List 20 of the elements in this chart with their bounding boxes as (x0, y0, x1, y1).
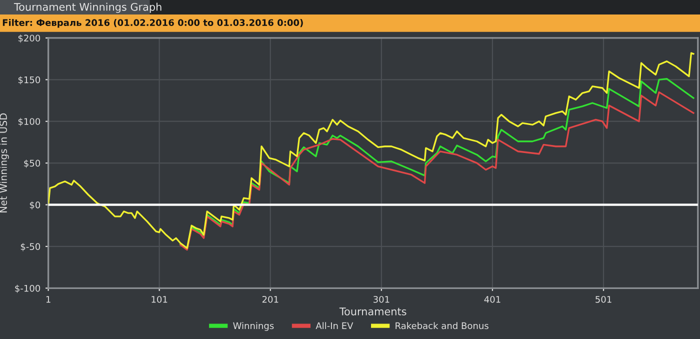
line-series (48, 52, 694, 249)
y-tick-label: $200 (18, 34, 40, 43)
y-tick-label: $-50 (20, 243, 40, 252)
x-tick-label: 101 (152, 296, 168, 303)
x-tick-label: 401 (484, 296, 500, 303)
y-tick-label: $-100 (15, 284, 40, 293)
x-tick-label: 501 (596, 296, 612, 303)
chart-subtitle: Filter: Февраль 2016 (01.02.2016 0:00 to 01.03.2016 0:00) (2, 19, 303, 28)
y-tick-label: $0 (30, 201, 40, 210)
legend-label: Winnings (233, 322, 274, 331)
legend-label: All-In EV (316, 322, 354, 329)
y-tick-label: $50 (24, 160, 40, 168)
y-tick-label: $150 (18, 76, 40, 84)
y-tick-label: $100 (18, 118, 40, 126)
x-axis-title: Tournaments (339, 308, 406, 316)
legend-label: Rakeback and Bonus (396, 322, 488, 330)
chart-title: Tournament Winnings Graph (14, 2, 162, 13)
x-tick-label: 301 (374, 296, 390, 303)
x-tick-label: 201 (262, 296, 278, 303)
x-tick-label: 1 (46, 296, 50, 303)
